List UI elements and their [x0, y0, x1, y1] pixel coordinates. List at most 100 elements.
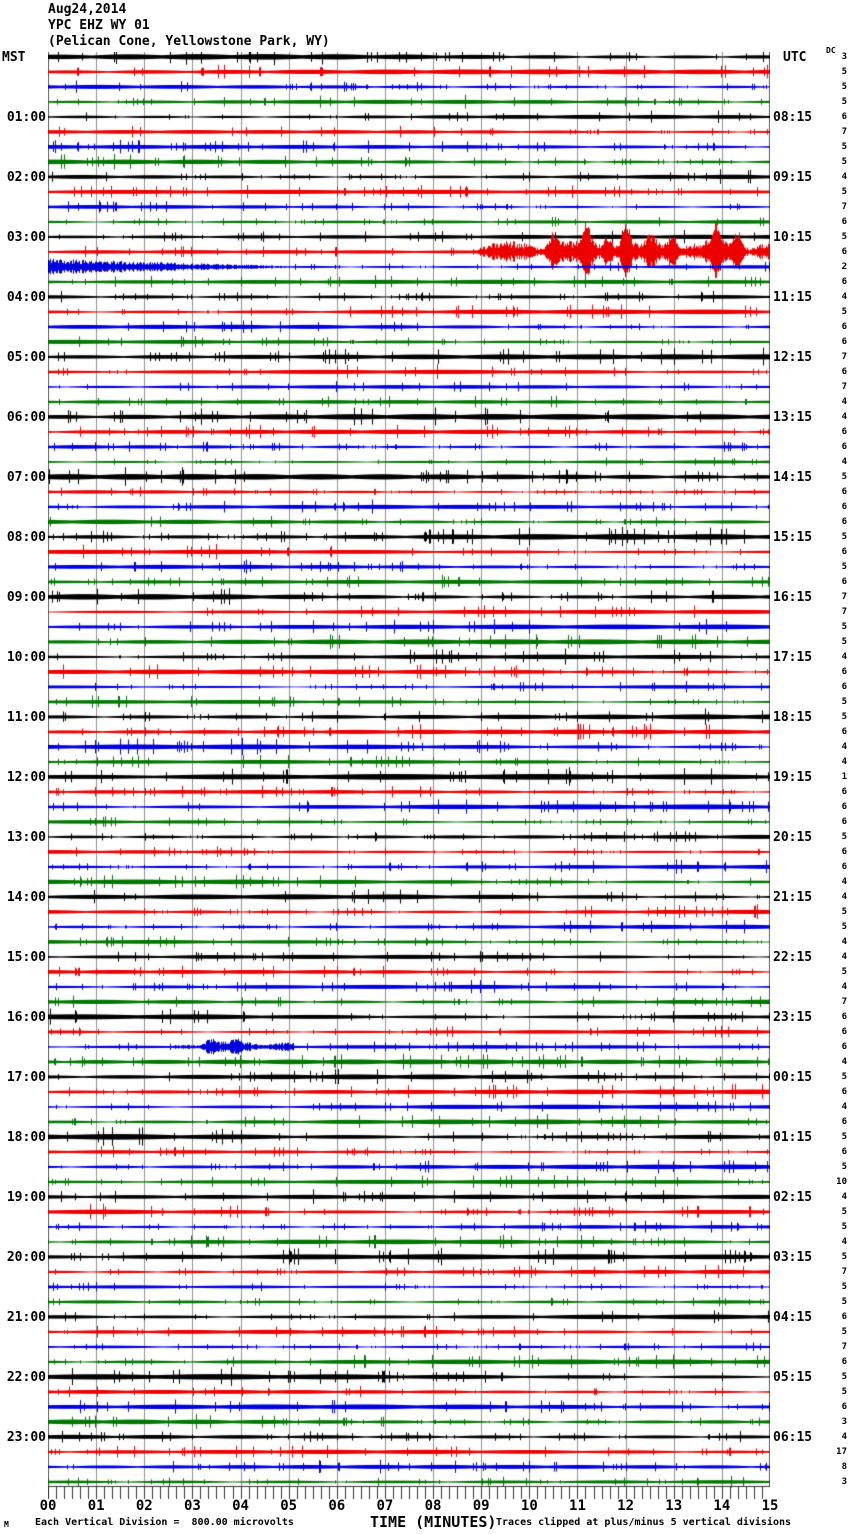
dc-value: 4	[841, 952, 847, 962]
x-axis-tick-label: 08	[424, 1498, 442, 1514]
dc-value: 10	[836, 1177, 847, 1187]
mst-hour-label: 11:00	[6, 710, 46, 725]
dc-value: 5	[841, 1252, 847, 1262]
dc-value: 6	[841, 1312, 847, 1322]
dc-value: 6	[841, 1402, 847, 1412]
dc-value: 6	[841, 727, 847, 737]
dc-value: 5	[841, 82, 847, 92]
mst-hour-label: 12:00	[6, 770, 46, 785]
dc-value: 6	[841, 787, 847, 797]
dc-value: 4	[841, 1057, 847, 1067]
dc-value: 4	[841, 892, 847, 902]
dc-value: 6	[841, 862, 847, 872]
x-axis-tick-label: 09	[472, 1498, 490, 1514]
dc-value: 6	[841, 1087, 847, 1097]
x-axis-tick-label: 07	[376, 1498, 394, 1514]
dc-value: 6	[841, 517, 847, 527]
dc-value: 4	[841, 292, 847, 302]
left-timezone-label: MST	[2, 50, 26, 65]
mst-hour-label: 09:00	[6, 590, 46, 605]
x-axis-title: TIME (MINUTES)	[370, 1513, 497, 1531]
dc-value: 5	[841, 832, 847, 842]
dc-value: 6	[841, 682, 847, 692]
dc-value: 6	[841, 502, 847, 512]
dc-value: 7	[841, 352, 847, 362]
dc-value: 4	[841, 742, 847, 752]
dc-value: 5	[841, 622, 847, 632]
dc-value: 17	[836, 1447, 847, 1457]
dc-value: 5	[841, 142, 847, 152]
mst-hour-label: 14:00	[6, 890, 46, 905]
mst-hour-label: 06:00	[6, 410, 46, 425]
mst-hour-label: 20:00	[6, 1250, 46, 1265]
dc-value: 5	[841, 1327, 847, 1337]
dc-value: 6	[841, 1117, 847, 1127]
dc-value: 4	[841, 412, 847, 422]
dc-value: 7	[841, 607, 847, 617]
dc-value: 6	[841, 1042, 847, 1052]
dc-value: 4	[841, 937, 847, 947]
x-axis-tick-label: 04	[232, 1498, 249, 1514]
station-label: YPC EHZ WY 01	[48, 18, 150, 33]
mst-hour-label: 13:00	[6, 830, 46, 845]
dc-value: 6	[841, 337, 847, 347]
dc-value: 6	[841, 1012, 847, 1022]
utc-time-label: 05:15	[773, 1370, 813, 1385]
dc-value: 3	[841, 1417, 847, 1427]
location-label: (Pelican Cone, Yellowstone Park, WY)	[48, 34, 330, 49]
dc-value: 5	[841, 1207, 847, 1217]
dc-value: 4	[841, 457, 847, 467]
utc-time-label: 11:15	[773, 290, 813, 305]
mst-hour-label: 22:00	[6, 1370, 46, 1385]
dc-value: 5	[841, 157, 847, 167]
mst-hour-label: 08:00	[6, 530, 46, 545]
dc-value: 6	[841, 1147, 847, 1157]
date-label: Aug24,2014	[48, 2, 127, 17]
dc-value: 5	[841, 967, 847, 977]
utc-time-label: 10:15	[773, 230, 813, 245]
mst-hour-label: 15:00	[6, 950, 46, 965]
x-axis-tick-label: 05	[280, 1498, 298, 1514]
dc-value: 5	[841, 307, 847, 317]
dc-value: 6	[841, 442, 847, 452]
clip-note: Traces clipped at plus/minus 5 vertical …	[496, 1517, 792, 1528]
dc-value: 5	[841, 907, 847, 917]
dc-value: 7	[841, 997, 847, 1007]
dc-value: 6	[841, 817, 847, 827]
dc-value: 7	[841, 1342, 847, 1352]
dc-value: 7	[841, 592, 847, 602]
corner-mark: M	[4, 1520, 9, 1529]
mst-hour-label: 21:00	[6, 1310, 46, 1325]
mst-hour-label: 16:00	[6, 1010, 46, 1025]
right-timezone-label: UTC	[783, 50, 807, 65]
utc-time-label: 22:15	[773, 950, 813, 965]
utc-time-label: 20:15	[773, 830, 813, 845]
dc-value: 8	[841, 1462, 847, 1472]
mst-hour-label: 17:00	[6, 1070, 46, 1085]
dc-value: 5	[841, 637, 847, 647]
utc-time-label: 03:15	[773, 1250, 813, 1265]
dc-value: 6	[841, 1357, 847, 1367]
dc-value: 6	[841, 247, 847, 257]
dc-value: 4	[841, 757, 847, 767]
dc-value: 5	[841, 187, 847, 197]
dc-value: 7	[841, 1267, 847, 1277]
dc-value: 6	[841, 802, 847, 812]
utc-time-label: 02:15	[773, 1190, 813, 1205]
mst-hour-label: 18:00	[6, 1130, 46, 1145]
mst-hour-label: 23:00	[6, 1430, 46, 1445]
x-axis-tick-label: 15	[761, 1498, 779, 1514]
dc-value: 5	[841, 697, 847, 707]
dc-column-label: DC	[826, 46, 836, 55]
dc-value: 4	[841, 1192, 847, 1202]
dc-value: 5	[841, 562, 847, 572]
dc-value: 4	[841, 1102, 847, 1112]
dc-value: 4	[841, 982, 847, 992]
dc-value: 6	[841, 667, 847, 677]
dc-value: 5	[841, 232, 847, 242]
utc-time-label: 17:15	[773, 650, 813, 665]
dc-value: 6	[841, 217, 847, 227]
dc-value: 5	[841, 472, 847, 482]
dc-value: 6	[841, 112, 847, 122]
dc-value: 5	[841, 1072, 847, 1082]
